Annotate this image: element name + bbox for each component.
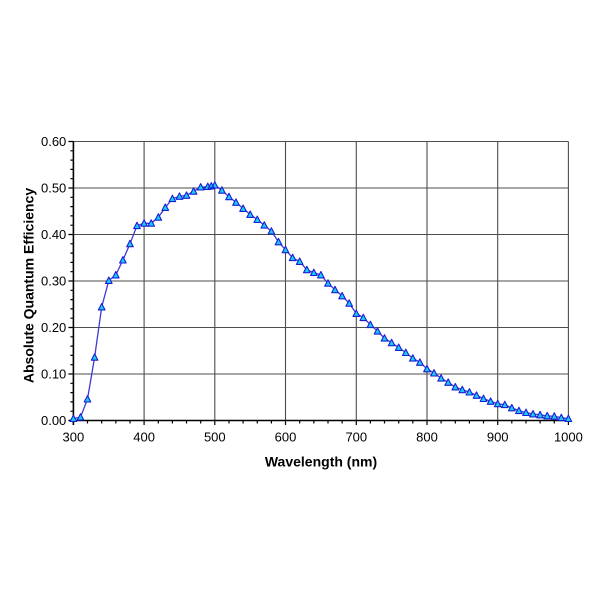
svg-text:0.40: 0.40 <box>41 227 66 242</box>
svg-text:1000: 1000 <box>554 429 583 444</box>
svg-text:300: 300 <box>63 429 85 444</box>
svg-text:600: 600 <box>275 429 297 444</box>
svg-text:700: 700 <box>345 429 367 444</box>
svg-text:0.60: 0.60 <box>41 134 66 149</box>
svg-text:0.50: 0.50 <box>41 181 66 196</box>
svg-text:0.30: 0.30 <box>41 274 66 289</box>
svg-text:400: 400 <box>133 429 155 444</box>
svg-text:Absolute Quantum Efficiency: Absolute Quantum Efficiency <box>21 188 37 383</box>
svg-text:800: 800 <box>416 429 438 444</box>
svg-text:Wavelength (nm): Wavelength (nm) <box>265 453 377 469</box>
svg-text:500: 500 <box>204 429 226 444</box>
svg-text:0.00: 0.00 <box>41 413 66 428</box>
svg-text:0.20: 0.20 <box>41 320 66 335</box>
svg-text:0.10: 0.10 <box>41 367 66 382</box>
svg-text:900: 900 <box>487 429 509 444</box>
